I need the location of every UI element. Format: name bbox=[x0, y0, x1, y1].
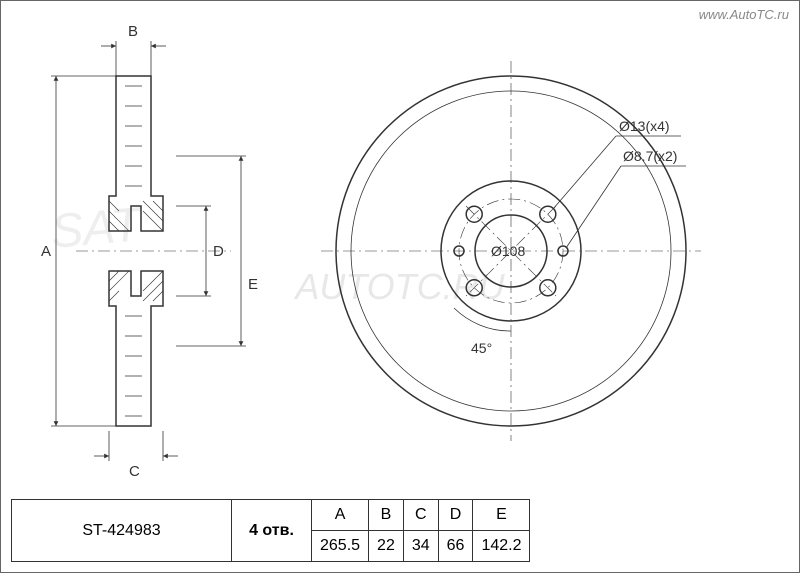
val-B: 22 bbox=[369, 531, 404, 562]
col-D: D bbox=[438, 500, 473, 531]
part-number-cell: ST-424983 bbox=[12, 500, 232, 562]
dim-C-label: C bbox=[129, 463, 140, 480]
col-A: A bbox=[312, 500, 369, 531]
technical-drawing: A D E B C bbox=[1, 1, 800, 501]
col-C: C bbox=[403, 500, 438, 531]
val-D: 66 bbox=[438, 531, 473, 562]
val-C: 34 bbox=[403, 531, 438, 562]
bolt-hole-label: Ø13(x4) bbox=[619, 118, 670, 134]
dim-B-label: B bbox=[128, 23, 138, 40]
holes-count-cell: 4 отв. bbox=[232, 500, 312, 562]
dim-E-label: E bbox=[248, 276, 258, 293]
front-view: Ø108 Ø13(x4) Ø8.7(x2) 45° bbox=[321, 61, 701, 441]
drawing-container: www.AutoTC.ru AUTOTC.RU SAT bbox=[0, 0, 800, 573]
side-view: A D E B C bbox=[41, 23, 258, 480]
dim-D-label: D bbox=[213, 243, 224, 260]
small-hole-label: Ø8.7(x2) bbox=[623, 148, 677, 164]
col-B: B bbox=[369, 500, 404, 531]
val-E: 142.2 bbox=[473, 531, 530, 562]
col-E: E bbox=[473, 500, 530, 531]
center-dia-label: Ø108 bbox=[491, 243, 525, 259]
dim-A-label: A bbox=[41, 243, 51, 260]
angle-label: 45° bbox=[471, 340, 492, 356]
val-A: 265.5 bbox=[312, 531, 369, 562]
dimension-table: ST-424983 4 отв. A B C D E 265.5 22 34 6… bbox=[11, 499, 530, 562]
